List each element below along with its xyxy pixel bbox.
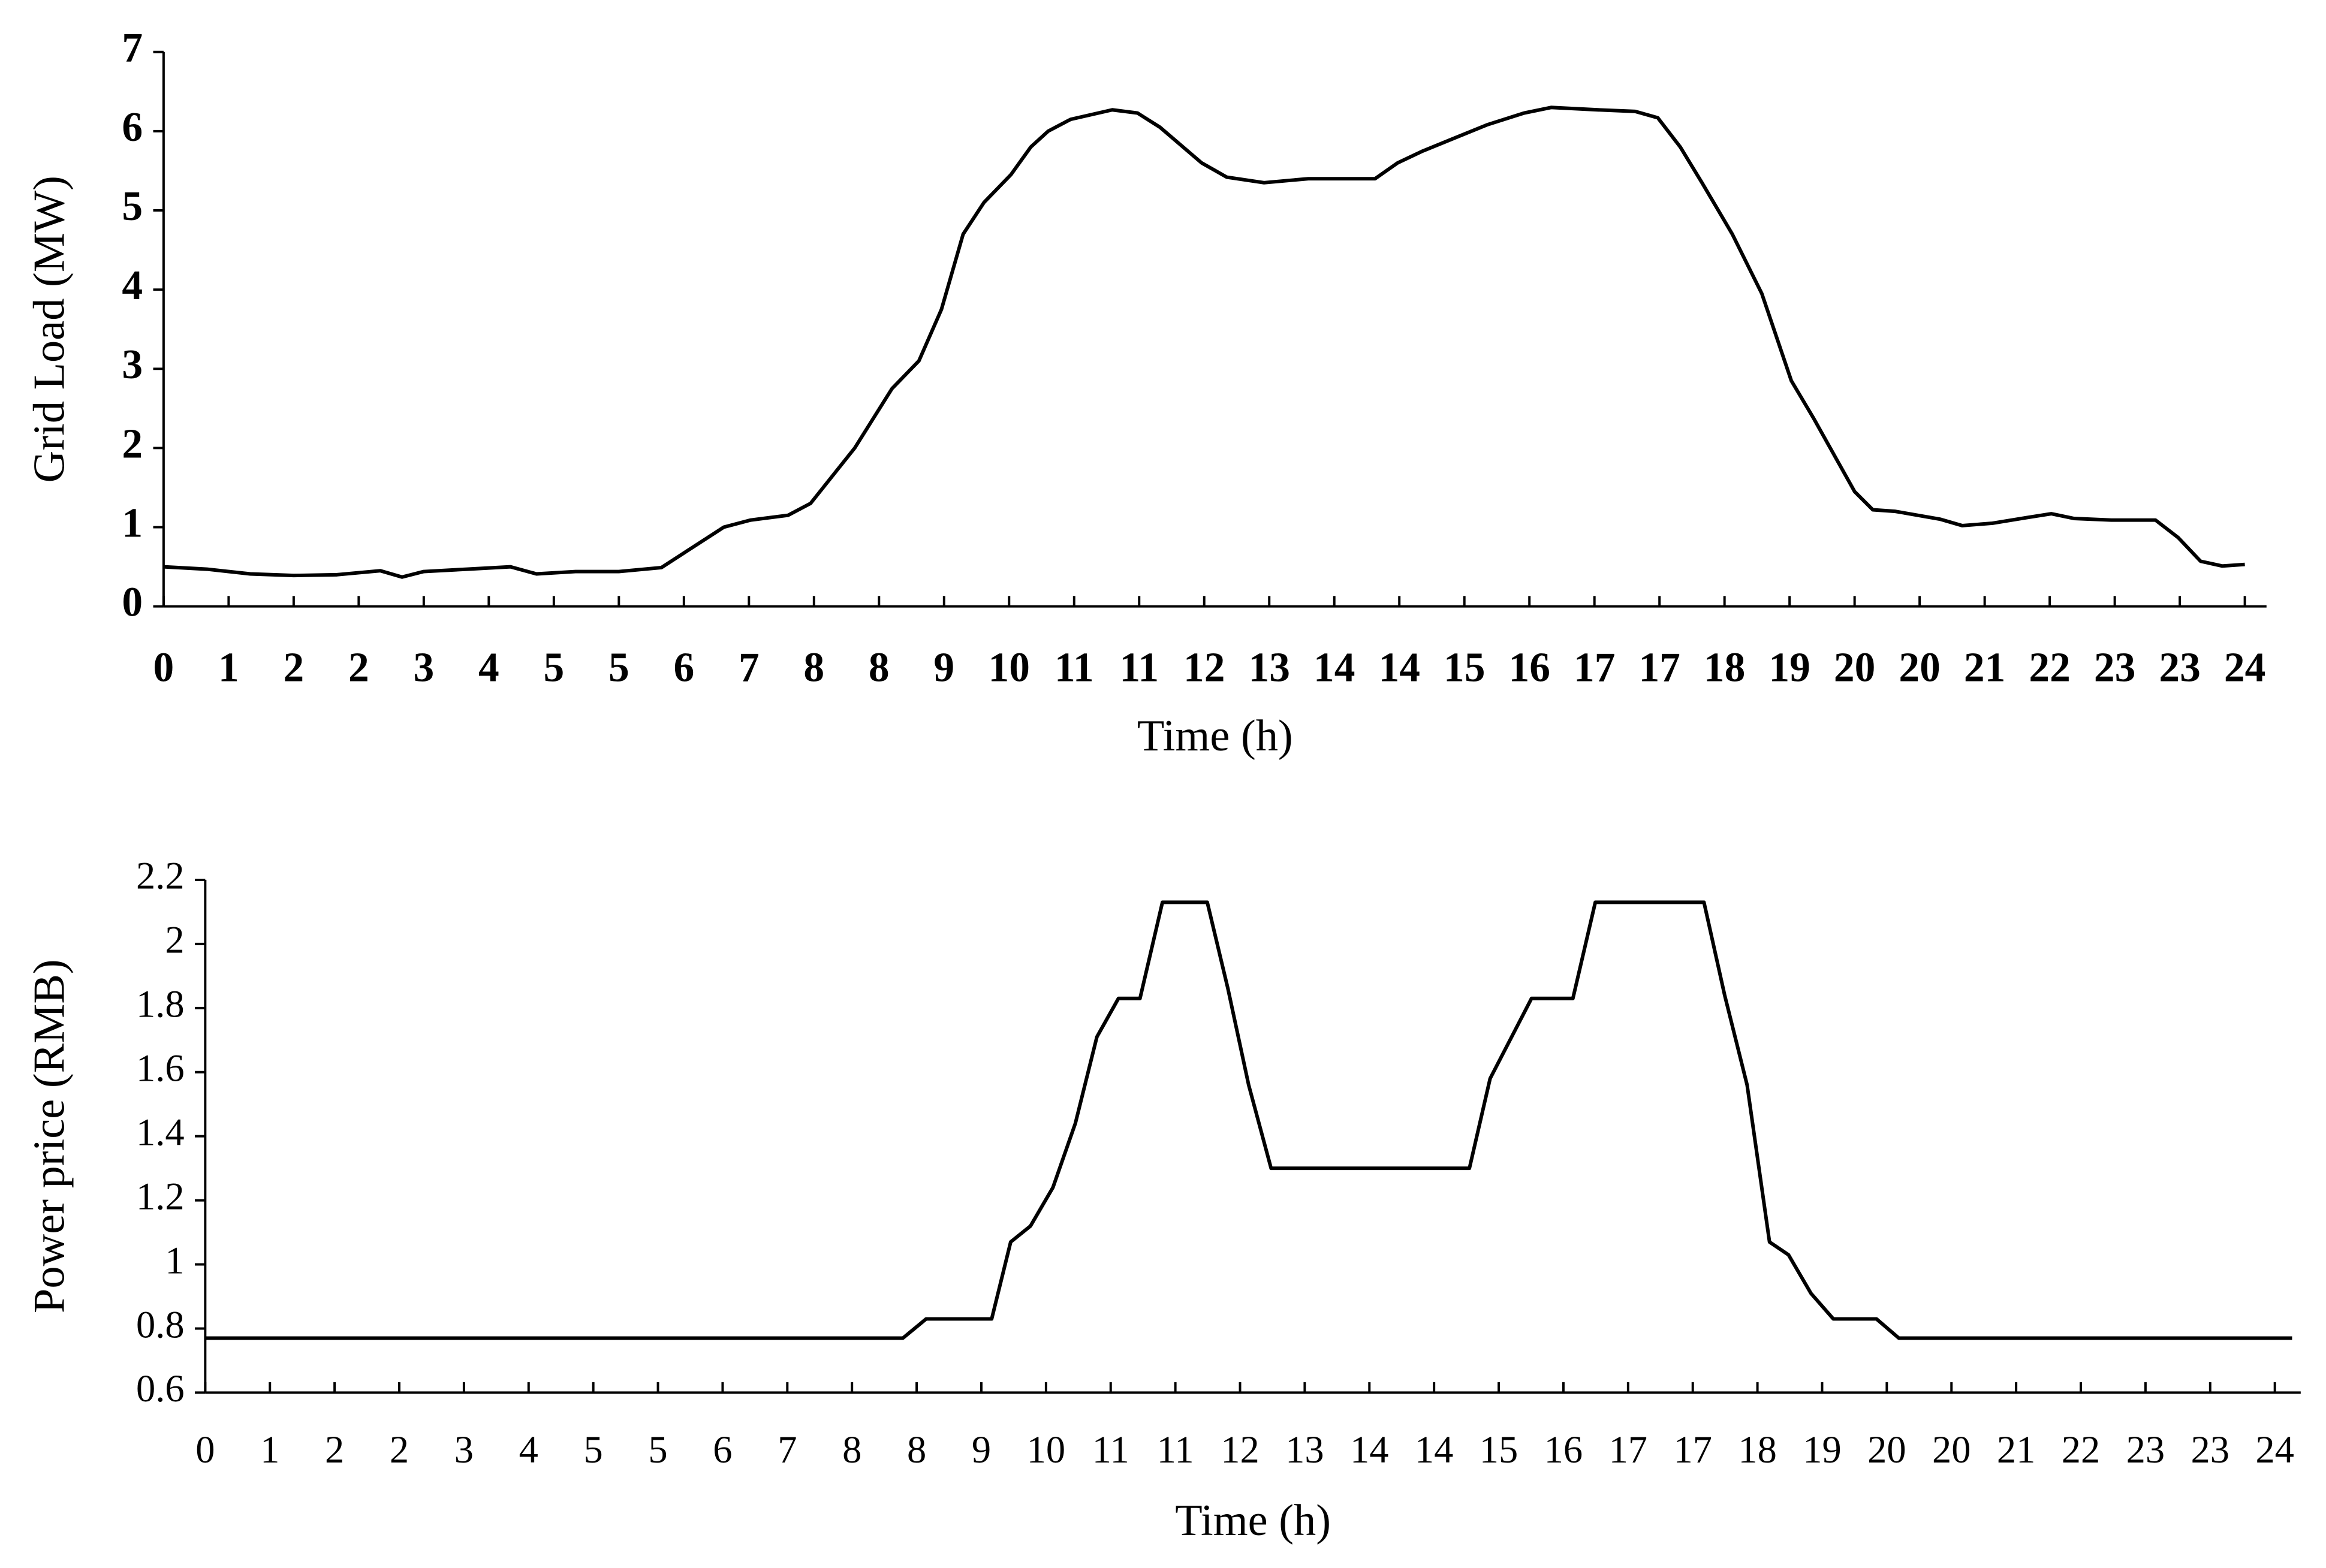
x-tick-label: 2: [325, 1428, 344, 1471]
x-tick-label: 4: [478, 645, 499, 691]
x-tick-label: 17: [1609, 1428, 1647, 1471]
x-tick-label: 23: [2126, 1428, 2165, 1471]
x-tick-label: 7: [739, 645, 760, 691]
line-series: [205, 900, 2292, 1340]
x-tick-label: 9: [972, 1428, 991, 1471]
x-tick-label: 22: [2029, 645, 2070, 691]
x-tick-label: 20: [1834, 645, 1875, 691]
x-tick-label: 23: [2159, 645, 2200, 691]
x-tick-label: 13: [1249, 645, 1290, 691]
x-tick-label: 17: [1638, 645, 1680, 691]
y-tick-label: 1.2: [136, 1175, 185, 1217]
x-tick-label: 19: [1768, 645, 1810, 691]
x-tick-label: 5: [584, 1428, 603, 1471]
y-tick-label: 1: [165, 1239, 184, 1281]
x-tick-label: 19: [1803, 1428, 1841, 1471]
x-tick-label: 11: [1054, 645, 1094, 691]
y-axis-label: Power price (RMB): [25, 959, 74, 1313]
x-tick-label: 6: [673, 645, 694, 691]
x-tick-label: 2: [284, 645, 305, 691]
x-tick-label: 8: [907, 1428, 926, 1471]
y-tick-label: 2.2: [136, 855, 185, 897]
y-axis-label: Grid Load (MW): [25, 176, 74, 483]
y-tick-label: 0.6: [136, 1367, 185, 1410]
x-tick-label: 2: [390, 1428, 409, 1471]
x-tick-label: 0: [195, 1428, 215, 1471]
x-tick-label: 11: [1092, 1428, 1129, 1471]
x-tick-label: 16: [1544, 1428, 1583, 1471]
x-tick-label: 12: [1221, 1428, 1259, 1471]
x-tick-label: 18: [1738, 1428, 1776, 1471]
x-tick-label: 9: [933, 645, 954, 691]
x-tick-label: 23: [2094, 645, 2135, 691]
x-tick-label: 5: [608, 645, 629, 691]
x-tick-label: 3: [454, 1428, 474, 1471]
x-tick-label: 10: [989, 645, 1030, 691]
x-tick-label: 17: [1574, 645, 1615, 691]
x-tick-label: 20: [1932, 1428, 1971, 1471]
x-tick-label: 5: [543, 645, 564, 691]
x-tick-label: 13: [1285, 1428, 1324, 1471]
x-tick-label: 15: [1480, 1428, 1518, 1471]
x-tick-label: 14: [1415, 1428, 1453, 1471]
x-tick-label: 15: [1444, 645, 1485, 691]
x-tick-label: 23: [2191, 1428, 2229, 1471]
x-tick-label: 20: [1899, 645, 1940, 691]
y-tick-label: 7: [122, 25, 143, 71]
y-tick-label: 0: [122, 580, 143, 626]
x-tick-label: 14: [1378, 645, 1420, 691]
x-tick-label: 14: [1313, 645, 1355, 691]
x-tick-label: 10: [1027, 1428, 1065, 1471]
x-tick-label: 11: [1119, 645, 1159, 691]
x-tick-label: 22: [2062, 1428, 2100, 1471]
x-tick-label: 1: [260, 1428, 279, 1471]
x-tick-label: 12: [1183, 645, 1225, 691]
x-axis-label: Time (h): [1175, 1496, 1331, 1545]
y-tick-label: 1: [122, 500, 143, 547]
x-tick-label: 21: [1997, 1428, 2035, 1471]
y-tick-label: 1.6: [136, 1047, 185, 1090]
y-tick-label: 3: [122, 342, 143, 388]
x-tick-label: 11: [1157, 1428, 1194, 1471]
x-tick-label: 17: [1673, 1428, 1712, 1471]
x-tick-label: 8: [803, 645, 824, 691]
x-tick-label: 18: [1704, 645, 1745, 691]
x-tick-label: 16: [1508, 645, 1550, 691]
x-tick-label: 6: [713, 1428, 732, 1471]
x-tick-label: 8: [869, 645, 890, 691]
x-tick-label: 3: [413, 645, 434, 691]
y-tick-label: 0.8: [136, 1303, 185, 1346]
x-tick-label: 14: [1350, 1428, 1388, 1471]
y-tick-label: 6: [122, 104, 143, 150]
y-tick-label: 5: [122, 183, 143, 230]
x-tick-label: 8: [842, 1428, 861, 1471]
y-tick-label: 1.8: [136, 983, 185, 1026]
x-tick-label: 7: [778, 1428, 797, 1471]
y-tick-label: 2: [165, 919, 184, 961]
x-tick-label: 24: [2224, 645, 2265, 691]
y-tick-label: 4: [122, 263, 143, 309]
x-tick-label: 21: [1964, 645, 2005, 691]
x-tick-label: 1: [218, 645, 239, 691]
x-tick-label: 0: [153, 645, 174, 691]
x-tick-label: 20: [1867, 1428, 1906, 1471]
x-tick-label: 2: [348, 645, 369, 691]
x-axis-label: Time (h): [1137, 711, 1293, 761]
y-tick-label: 2: [122, 421, 143, 467]
x-tick-label: 5: [648, 1428, 667, 1471]
x-tick-label: 24: [2255, 1428, 2294, 1471]
y-tick-label: 1.4: [136, 1111, 185, 1153]
line-series: [163, 105, 2245, 579]
x-tick-label: 4: [519, 1428, 538, 1471]
